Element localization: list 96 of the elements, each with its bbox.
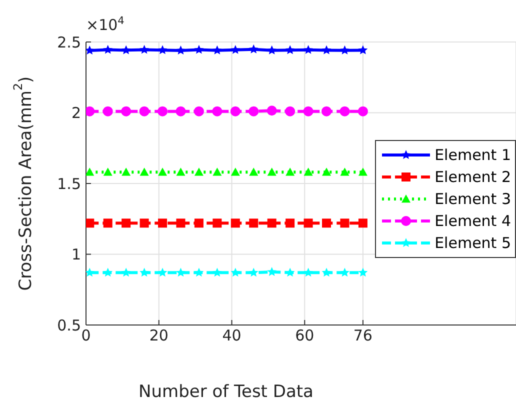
point — [176, 46, 186, 54]
legend-label: Element 2 — [434, 168, 511, 186]
point — [122, 168, 131, 176]
point — [267, 266, 277, 276]
point — [286, 218, 295, 228]
point — [322, 106, 332, 116]
x-axis-title: Number of Test Data — [138, 382, 314, 402]
point — [103, 218, 112, 228]
point — [194, 168, 204, 176]
point — [248, 44, 258, 54]
x-tick-label: 40 — [222, 326, 242, 345]
point — [322, 45, 332, 54]
point — [212, 268, 222, 277]
point — [304, 268, 313, 277]
point — [176, 268, 186, 277]
y-tick-label: 2.5 — [57, 33, 81, 52]
point — [322, 218, 332, 228]
x-tick-label: 60 — [295, 326, 314, 345]
point — [103, 268, 113, 277]
point — [248, 106, 259, 116]
point — [140, 44, 150, 54]
point — [340, 168, 350, 176]
point — [304, 44, 313, 54]
point — [86, 106, 95, 116]
point — [121, 268, 131, 277]
text: ×10$^{4}$ — [86, 15, 125, 34]
point — [86, 268, 94, 277]
point — [158, 168, 168, 176]
point — [322, 268, 332, 277]
point — [358, 45, 368, 54]
point — [121, 45, 131, 54]
point — [140, 168, 149, 176]
point — [230, 44, 240, 54]
point — [176, 106, 186, 116]
point — [249, 218, 258, 228]
y-tick-label: 1.5 — [57, 174, 81, 193]
y-tick-label: 2 — [71, 104, 81, 122]
point — [267, 168, 276, 176]
point — [249, 168, 258, 176]
point — [230, 106, 240, 116]
point — [358, 106, 368, 116]
point — [267, 218, 276, 228]
legend-label: Element 4 — [434, 212, 511, 230]
point — [230, 218, 240, 228]
legend-label: Element 5 — [434, 234, 511, 252]
point — [194, 268, 204, 277]
point — [212, 218, 222, 228]
point — [158, 106, 168, 116]
point — [358, 218, 368, 228]
legend-label: Element 1 — [434, 146, 511, 164]
point — [286, 168, 295, 176]
point — [212, 45, 222, 54]
point — [340, 106, 350, 116]
point — [230, 268, 240, 277]
legend-label: Element 3 — [434, 190, 511, 208]
point — [194, 44, 204, 54]
point — [358, 268, 368, 277]
point — [122, 218, 131, 228]
point — [194, 106, 204, 116]
point — [176, 218, 186, 228]
point — [140, 268, 150, 277]
point — [340, 45, 350, 54]
point — [304, 168, 313, 176]
x-tick-label: 76 — [353, 326, 372, 345]
point — [158, 268, 168, 277]
point — [176, 168, 186, 176]
point — [86, 168, 94, 176]
point — [212, 106, 222, 116]
x-tick-label: 20 — [149, 326, 168, 345]
point — [267, 45, 277, 54]
point — [158, 218, 168, 228]
x-tick-label: 0 — [81, 326, 91, 345]
point — [230, 168, 240, 176]
point — [86, 218, 94, 228]
point — [248, 268, 258, 277]
point — [102, 106, 113, 116]
y-tick-label: 0.5 — [57, 316, 81, 334]
point — [86, 46, 94, 54]
point — [340, 218, 350, 228]
point — [212, 168, 222, 176]
point — [103, 168, 112, 176]
point — [266, 106, 277, 116]
point — [304, 218, 313, 228]
point — [140, 218, 149, 228]
point — [340, 268, 350, 277]
point — [285, 45, 295, 54]
point — [103, 44, 113, 54]
point — [158, 45, 168, 54]
point — [121, 106, 132, 116]
point — [303, 106, 314, 116]
point — [285, 106, 296, 116]
point — [139, 106, 150, 116]
y-tick-label: 1 — [71, 246, 81, 264]
point — [358, 168, 368, 176]
point — [322, 168, 332, 176]
point — [194, 218, 204, 228]
